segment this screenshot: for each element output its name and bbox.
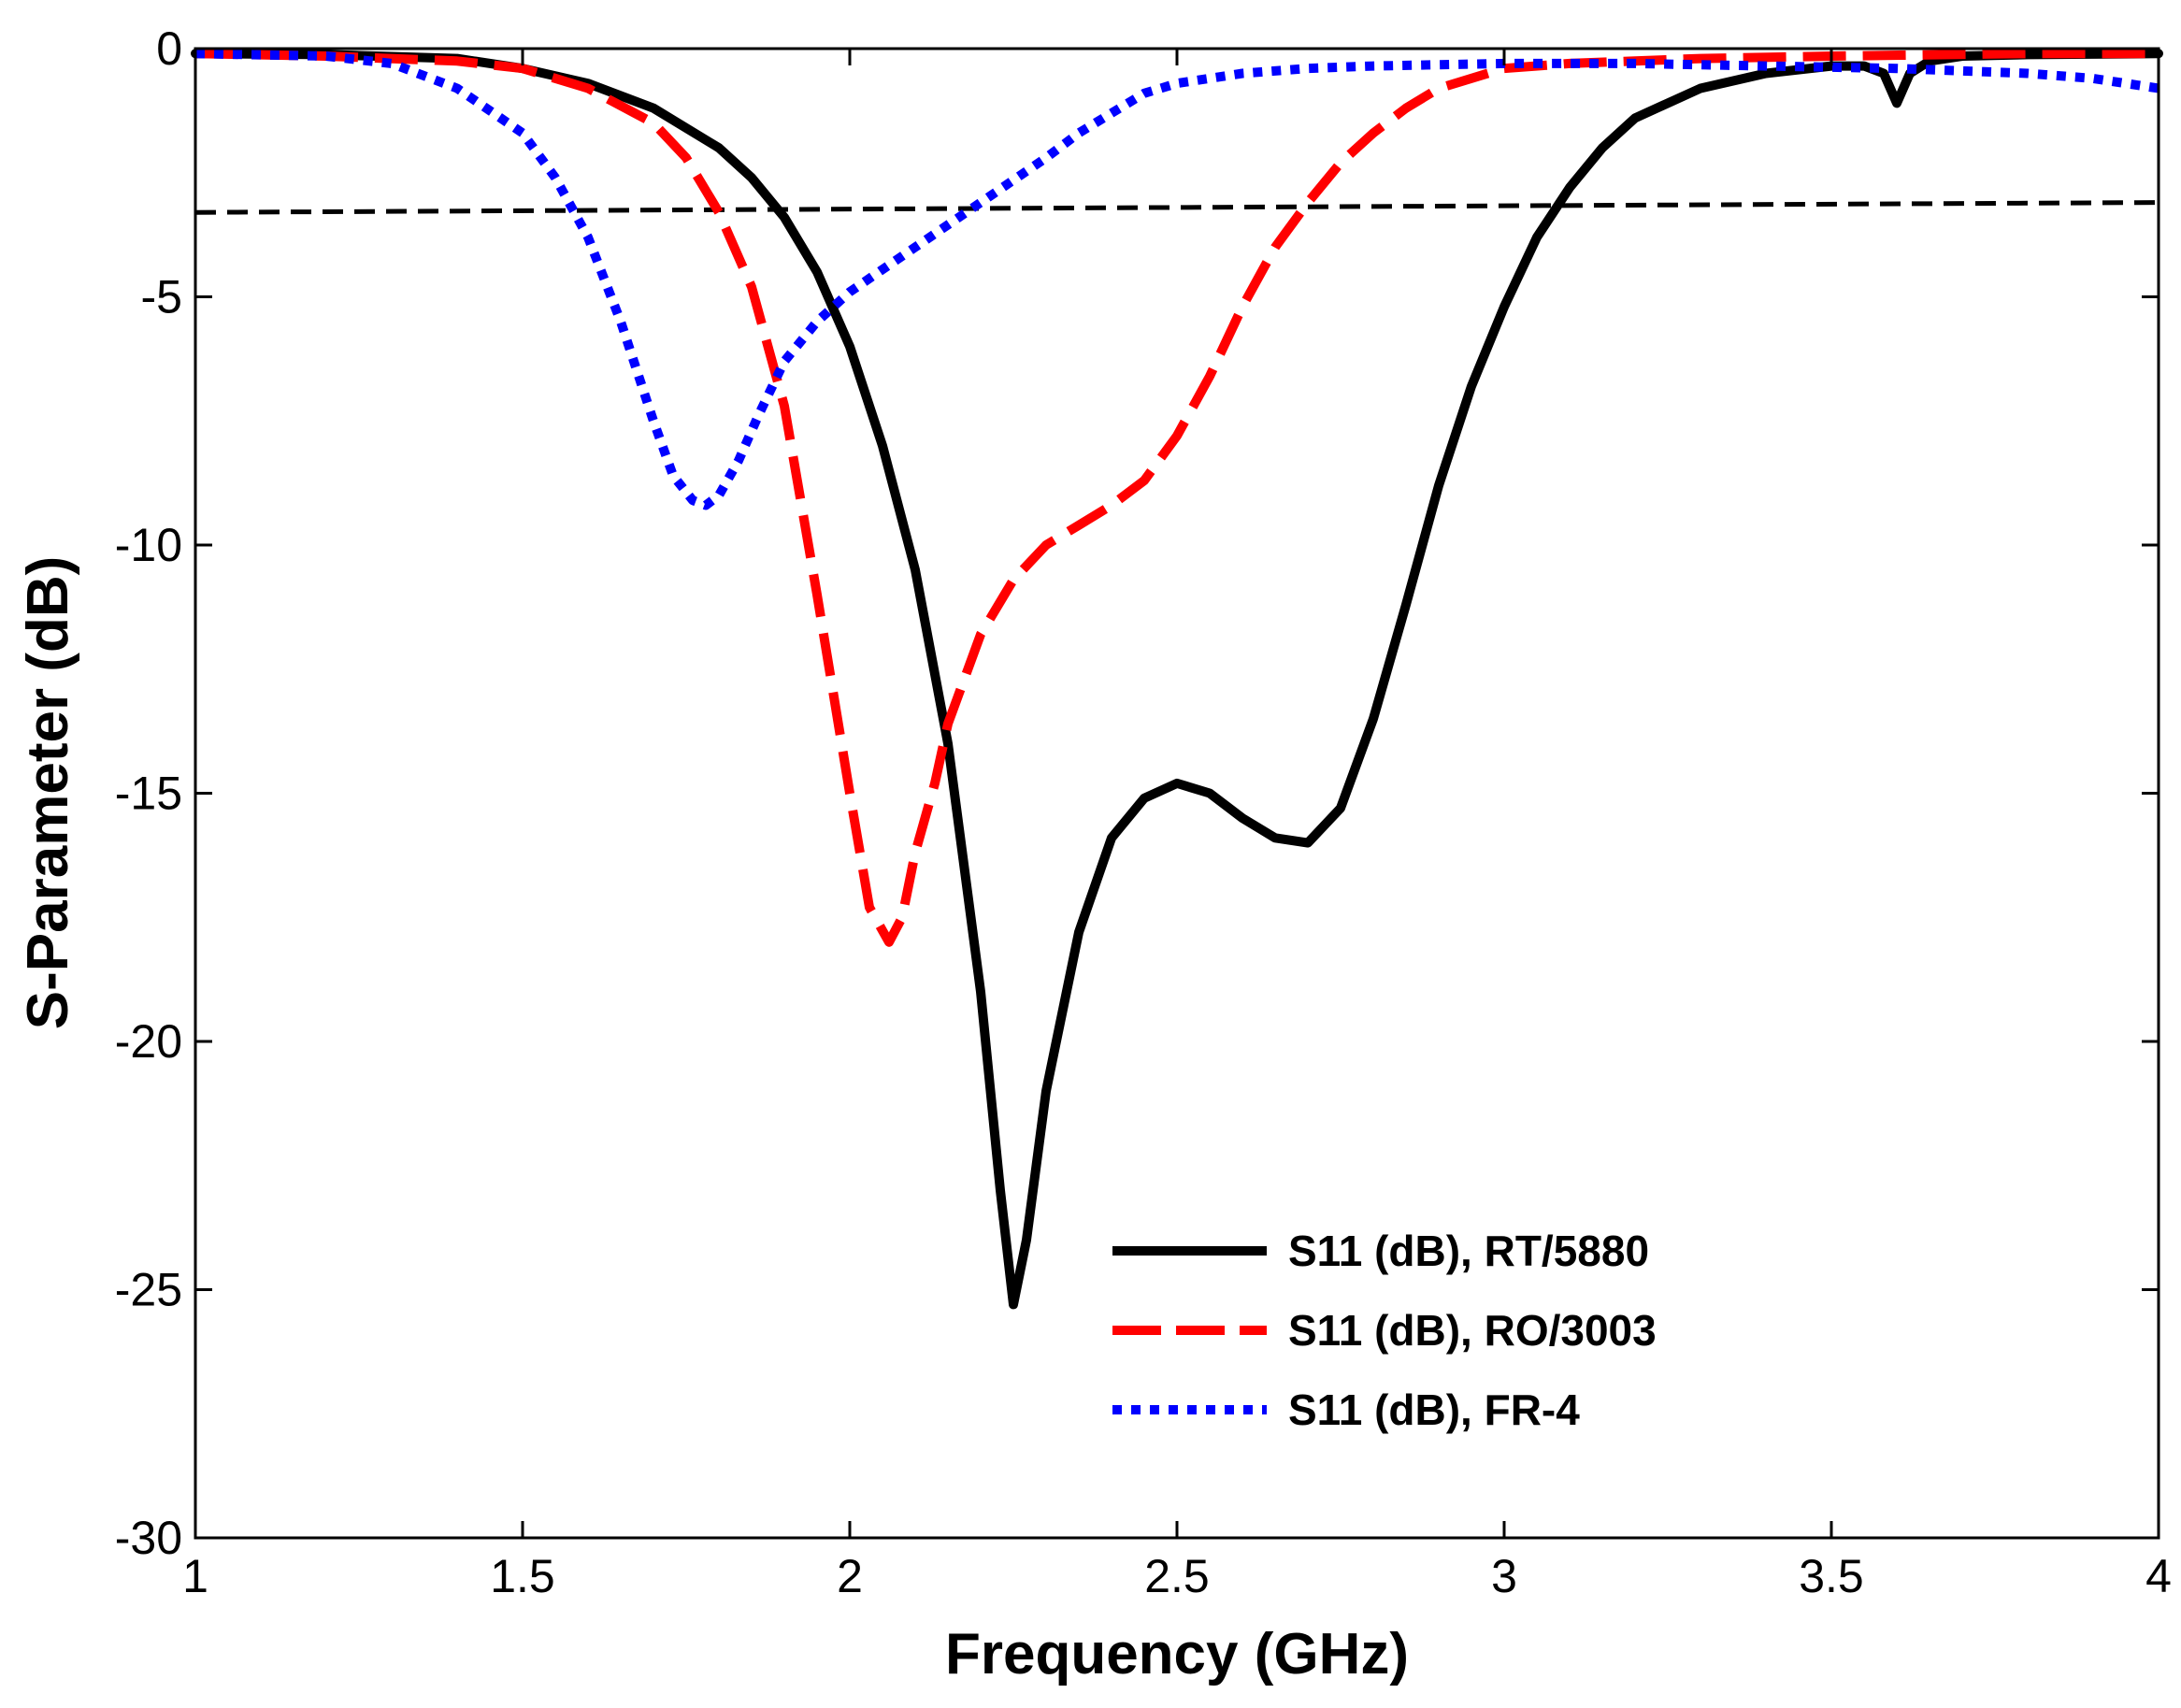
y-tick-label: -25 <box>115 1264 182 1316</box>
x-tick-label: 1 <box>182 1550 208 1602</box>
legend-label-fr-4: S11 (dB), FR-4 <box>1288 1385 1580 1434</box>
x-tick-label: 4 <box>2145 1550 2172 1602</box>
series-line-ro-3003 <box>194 49 2159 947</box>
reference-line-3db <box>194 200 2159 215</box>
y-tick-label: -10 <box>115 519 182 571</box>
series-layer <box>191 49 2163 1310</box>
legend-label-ro-3003: S11 (dB), RO/3003 <box>1288 1306 1657 1355</box>
x-tick-label: 2.5 <box>1144 1550 1210 1602</box>
x-axis-title: Frequency (GHz) <box>945 1622 1409 1686</box>
y-tick-label: -20 <box>115 1015 182 1068</box>
x-tick-label: 1.5 <box>490 1550 555 1602</box>
ticks-layer: 1 1.5 2 2.5 3 3.5 4 0 -5 -10 -15 -20 -25 -30 <box>115 22 2172 1602</box>
y-tick-label: 0 <box>156 22 182 75</box>
x-tick-label: 2 <box>837 1550 863 1602</box>
y-tick-label: -5 <box>141 271 182 323</box>
y-tick-label: -30 <box>115 1512 182 1564</box>
y-axis-title: S-Parameter (dB) <box>16 556 80 1029</box>
legend-label-rt-5880: S11 (dB), RT/5880 <box>1288 1227 1649 1275</box>
series-line-fr-4 <box>194 49 2159 510</box>
legend: S11 (dB), RT/5880 S11 (dB), RO/3003 S11 (d… <box>1112 1227 1657 1434</box>
x-tick-label: 3.5 <box>1799 1550 1864 1602</box>
y-tick-label: -15 <box>115 768 182 820</box>
x-tick-label: 3 <box>1491 1550 1517 1602</box>
